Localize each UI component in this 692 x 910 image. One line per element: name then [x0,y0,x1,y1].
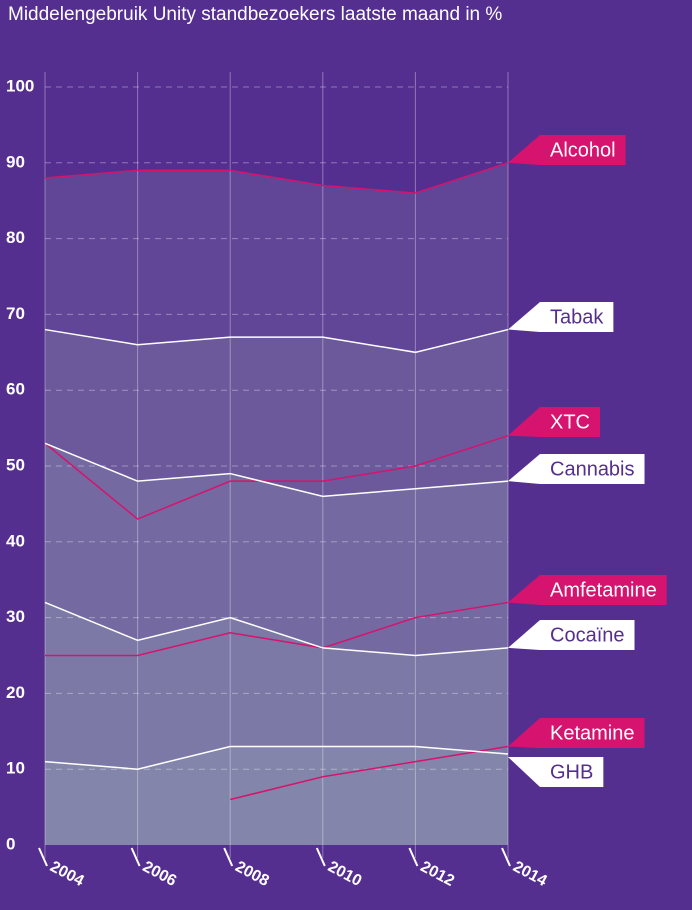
area [45,162,508,846]
legend-box [540,302,614,332]
y-tick-label: 0 [6,834,15,853]
y-tick-label: 50 [6,455,25,474]
y-tick-label: 20 [6,683,25,702]
area [45,443,508,845]
legend-label: Amfetamine [550,579,657,601]
line [44,442,509,498]
legend-label: Alcohol [550,139,616,161]
area [45,329,508,845]
y-tick-label: 40 [6,531,25,550]
y-tick-label: 30 [6,607,25,626]
tick-mark [38,847,48,867]
line [44,328,509,354]
legend-label: Tabak [550,306,604,328]
chart-title: Middelengebruik Unity standbezoekers laa… [8,4,502,25]
legend-box [540,575,667,605]
line [44,601,509,657]
line [44,162,509,194]
legend-flag [508,135,540,165]
legend-flag [508,454,540,484]
legend-flag [508,718,540,748]
area [45,602,508,845]
legend-label: Cannabis [550,458,635,480]
y-tick-label: 80 [6,228,25,247]
legend-label: Ketamine [550,722,635,744]
legend-label: XTC [550,411,590,433]
legend-box [540,757,604,787]
tick-mark [408,847,419,867]
line [44,745,509,770]
legend-flag [508,407,540,437]
legend-flag [508,620,540,650]
legend-label: Cocaïne [550,624,625,646]
legend-box [540,620,635,650]
tick-mark [315,847,326,867]
y-tick-label: 70 [6,304,25,323]
y-tick-label: 10 [6,759,25,778]
y-tick-label: 100 [6,76,34,95]
tick-mark [130,847,141,867]
y-tick-label: 90 [6,152,25,171]
tick-mark [223,847,234,867]
legend-box [540,718,645,748]
line [44,434,509,520]
legend-box [540,407,600,437]
legend-flag [508,302,540,332]
y-tick-label: 60 [6,380,25,399]
tick-mark [501,847,511,867]
legend-label: GHB [550,761,593,783]
legend-flag [508,575,540,605]
legend-box [540,135,626,165]
legend-box [540,454,645,484]
area [45,746,508,845]
line [230,745,509,801]
line [45,601,509,657]
legend-flag [508,757,540,787]
